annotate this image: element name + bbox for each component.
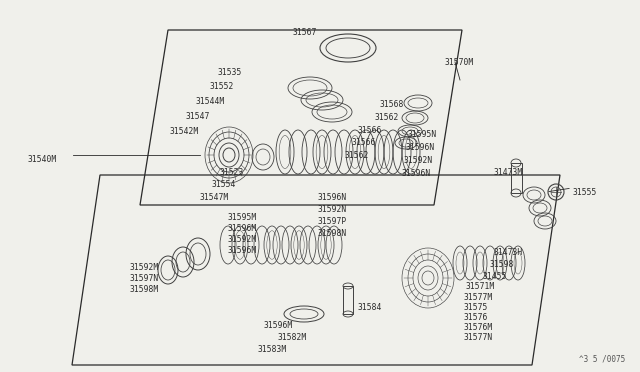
Text: 31596N: 31596N — [402, 169, 431, 178]
Text: 31455: 31455 — [483, 272, 508, 281]
Text: 31596N: 31596N — [318, 193, 348, 202]
Text: 31598: 31598 — [490, 260, 515, 269]
Text: 31582M: 31582M — [278, 333, 307, 342]
Text: 31568: 31568 — [380, 100, 404, 109]
Text: 31571M: 31571M — [466, 282, 495, 291]
Bar — [511, 163, 522, 193]
Text: 31570M: 31570M — [445, 58, 474, 67]
Text: 31598N: 31598N — [318, 229, 348, 238]
Text: 31566: 31566 — [358, 126, 382, 135]
Text: 31577M: 31577M — [464, 293, 493, 302]
Text: 31555: 31555 — [573, 188, 597, 197]
Text: 31598M: 31598M — [130, 285, 159, 294]
Text: 31473M: 31473M — [494, 168, 524, 177]
Text: 31566: 31566 — [352, 138, 376, 147]
Text: 31597N: 31597N — [130, 274, 159, 283]
Text: 31596M: 31596M — [228, 246, 257, 255]
Text: 31577N: 31577N — [464, 333, 493, 342]
Text: ^3 5 /0075: ^3 5 /0075 — [579, 355, 625, 364]
Text: 31576M: 31576M — [464, 323, 493, 332]
Text: 31595N: 31595N — [408, 130, 437, 139]
Text: 31562: 31562 — [375, 113, 399, 122]
Text: 31584: 31584 — [358, 303, 382, 312]
Text: 31592M: 31592M — [130, 263, 159, 272]
Text: 31542M: 31542M — [170, 127, 198, 136]
Text: 31567: 31567 — [293, 28, 317, 37]
Text: 31473H: 31473H — [494, 248, 524, 257]
Text: 31596M: 31596M — [264, 321, 292, 330]
Text: 31592M: 31592M — [228, 235, 257, 244]
Text: 31576: 31576 — [464, 313, 488, 322]
Text: 31554: 31554 — [212, 180, 236, 189]
Text: 31597P: 31597P — [318, 217, 348, 226]
Text: 31540M: 31540M — [28, 155, 57, 164]
Text: 31535: 31535 — [218, 68, 242, 77]
Text: 31547: 31547 — [186, 112, 210, 121]
Text: 31523: 31523 — [220, 168, 244, 177]
Text: 31592N: 31592N — [318, 205, 348, 214]
Bar — [343, 286, 353, 314]
Text: 31575: 31575 — [464, 303, 488, 312]
Text: 31596M: 31596M — [228, 224, 257, 233]
Text: 31547M: 31547M — [200, 193, 228, 202]
Text: 31592N: 31592N — [404, 156, 433, 165]
Text: 31552: 31552 — [210, 82, 234, 91]
Text: 31595M: 31595M — [228, 213, 257, 222]
Text: 31596N: 31596N — [406, 143, 435, 152]
Text: 31583M: 31583M — [257, 345, 287, 354]
Text: 31562: 31562 — [345, 151, 369, 160]
Text: 31544M: 31544M — [195, 97, 225, 106]
